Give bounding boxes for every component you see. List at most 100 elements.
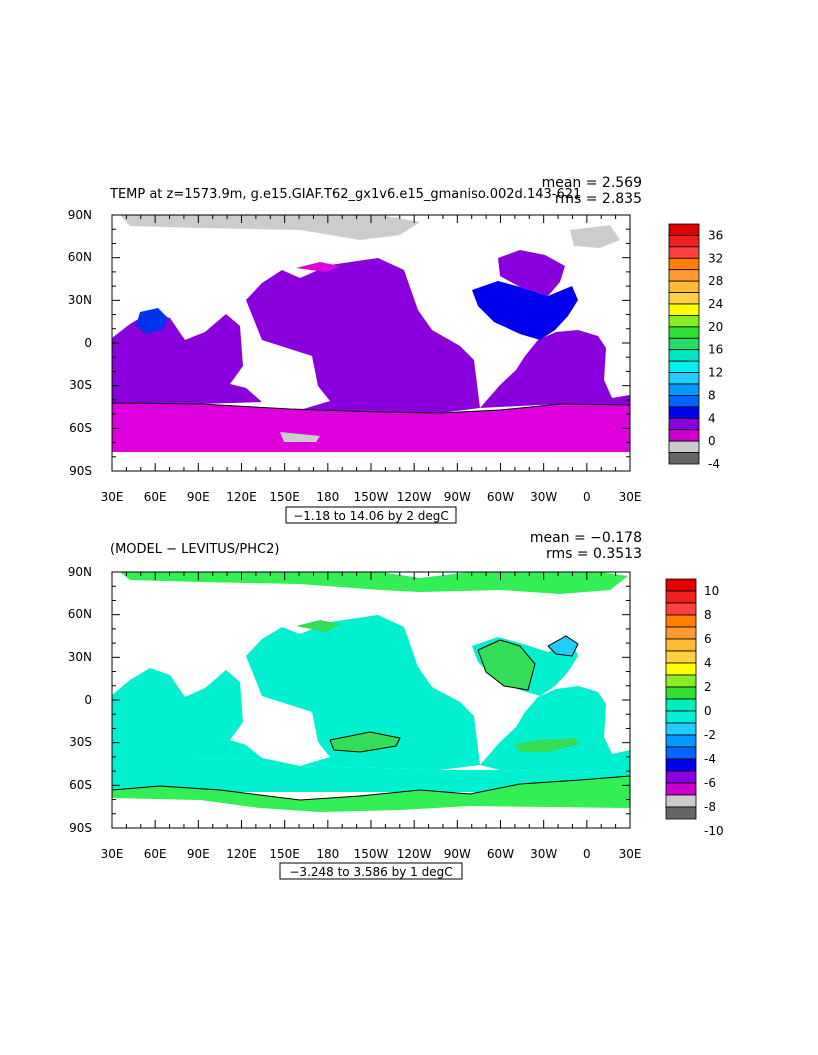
top-stat-mean: mean = 2.569 bbox=[542, 175, 642, 191]
bottom-colorbar-swatch bbox=[665, 602, 697, 616]
bottom-colorbar-swatch bbox=[665, 662, 697, 676]
top-lon-ticks bbox=[111, 215, 631, 471]
bottom-contour-line bbox=[329, 731, 401, 753]
bottom-lat-label: 0 bbox=[84, 693, 92, 707]
bottom-colorbar-label: 0 bbox=[704, 704, 712, 718]
bottom-lat-label: 90S bbox=[69, 821, 92, 835]
bottom-lat-label: 60N bbox=[68, 607, 92, 621]
top-lat-label: 30S bbox=[69, 378, 92, 392]
bottom-colorbar-label: -6 bbox=[704, 776, 716, 790]
top-lat-label: 90S bbox=[69, 464, 92, 478]
bottom-colorbar-label: -8 bbox=[704, 800, 716, 814]
bottom-lat-label: 60S bbox=[69, 778, 92, 792]
top-colorbar-swatch bbox=[668, 452, 700, 465]
bottom-colorbar-swatch bbox=[665, 698, 697, 712]
bottom-lat-label: 30N bbox=[68, 650, 92, 664]
bottom-lon-label: 120W bbox=[397, 847, 432, 861]
top-field-arabian-sea bbox=[136, 308, 168, 334]
top-lon-label: 60W bbox=[487, 490, 514, 504]
top-lon-label: 90W bbox=[444, 490, 471, 504]
bottom-field-indian-ocean bbox=[112, 668, 262, 760]
bottom-colorbar-swatch bbox=[665, 746, 697, 760]
bottom-range-box bbox=[279, 862, 463, 880]
bottom-lon-label: 0 bbox=[583, 847, 591, 861]
top-lat-ticks bbox=[112, 214, 630, 472]
bottom-lon-labels: 30E 60E 90E 120E 150E 180 150W 120W 90W 60W 30W 0 30… bbox=[101, 847, 642, 861]
top-lat-label: 0 bbox=[84, 336, 92, 350]
bottom-lat-label: 90N bbox=[68, 565, 92, 579]
top-map bbox=[111, 214, 631, 472]
top-lat-label: 60S bbox=[69, 421, 92, 435]
top-colorbar-swatch bbox=[668, 223, 700, 236]
top-field-pacific-ocean bbox=[246, 258, 480, 413]
top-lat-label: 30N bbox=[68, 293, 92, 307]
bottom-colorbar-label: -2 bbox=[704, 728, 716, 742]
bottom-colorbar-swatch bbox=[665, 734, 697, 748]
top-lon-label: 60E bbox=[144, 490, 167, 504]
bottom-colorbar-swatch bbox=[665, 638, 697, 652]
top-colorbar-label: 16 bbox=[708, 343, 723, 357]
bottom-colorbar-swatch bbox=[665, 794, 697, 808]
bottom-field-atlantic-patch bbox=[478, 640, 535, 690]
bottom-lon-label: 150W bbox=[354, 847, 389, 861]
top-title: TEMP at z=1573.9m, g.e15.GIAF.T62_gx1v6.… bbox=[109, 187, 581, 202]
top-field-southern-band bbox=[112, 403, 630, 452]
bottom-colorbar-swatch bbox=[665, 626, 697, 640]
bottom-colorbar-swatch bbox=[665, 674, 697, 688]
bottom-colorbar-label: -4 bbox=[704, 752, 716, 766]
top-colorbar-swatch bbox=[668, 383, 700, 396]
top-colorbar-swatch bbox=[668, 417, 700, 431]
bottom-field-pacific-ocean bbox=[246, 615, 480, 770]
top-field-nordic-seas bbox=[498, 250, 565, 296]
top-colorbar-label: 8 bbox=[708, 388, 716, 402]
top-lon-label: 150E bbox=[269, 490, 300, 504]
top-colorbar-label: 12 bbox=[708, 366, 723, 380]
bottom-colorbar: 10 8 6 4 2 0 -2 -4 -6 -8 -10 bbox=[665, 578, 724, 838]
bottom-colorbar-label: 2 bbox=[704, 680, 712, 694]
top-colorbar-swatch bbox=[668, 315, 700, 328]
top-colorbar-label: 20 bbox=[708, 320, 723, 334]
bottom-colorbar-swatch bbox=[665, 806, 697, 820]
bottom-lon-label: 30E bbox=[619, 847, 642, 861]
top-colorbar-swatch bbox=[668, 303, 700, 316]
bottom-lon-label: 90E bbox=[187, 847, 210, 861]
top-lon-label: 30W bbox=[530, 490, 557, 504]
top-lat-label: 60N bbox=[68, 250, 92, 264]
bottom-contour-line bbox=[477, 639, 536, 691]
top-field-north-pacific-marginal bbox=[296, 262, 340, 272]
bottom-colorbar-swatch bbox=[665, 650, 697, 664]
top-field-atlantic-ocean bbox=[480, 330, 630, 408]
top-colorbar-swatch bbox=[668, 349, 700, 362]
top-colorbar-swatch bbox=[668, 360, 700, 373]
top-colorbar-swatch bbox=[668, 280, 700, 293]
bottom-field-atlantic-ocean bbox=[480, 686, 630, 772]
top-lon-label: 30E bbox=[619, 490, 642, 504]
top-lat-labels: 90N 60N 30N 0 30S 60S 90S bbox=[68, 208, 92, 478]
bottom-lon-label: 30E bbox=[101, 847, 124, 861]
bottom-title: (MODEL − LEVITUS/PHC2) bbox=[110, 542, 279, 557]
bottom-colorbar-label: 8 bbox=[704, 608, 712, 622]
top-colorbar-swatch bbox=[668, 257, 700, 271]
top-lon-label: 150W bbox=[354, 490, 389, 504]
bottom-lon-label: 150E bbox=[269, 847, 300, 861]
top-range-box bbox=[285, 506, 457, 524]
bottom-lon-label: 30W bbox=[530, 847, 557, 861]
top-colorbar-label: 24 bbox=[708, 297, 723, 311]
top-colorbar-swatch bbox=[668, 406, 700, 419]
top-colorbar-swatch bbox=[668, 337, 700, 351]
bottom-contour-line bbox=[547, 635, 579, 657]
top-field-north-atlantic bbox=[472, 281, 578, 340]
top-colorbar-label: 0 bbox=[708, 434, 716, 448]
bottom-colorbar-swatch bbox=[665, 782, 697, 796]
panel-top: mean = 2.569 rms = 2.835 TEMP at z=1573.… bbox=[68, 175, 723, 524]
bottom-colorbar-label: 4 bbox=[704, 656, 712, 670]
bottom-colorbar-swatch bbox=[665, 686, 697, 700]
bottom-colorbar-label: 6 bbox=[704, 632, 712, 646]
bottom-colorbar-label: 10 bbox=[704, 584, 719, 598]
top-colorbar-label: 36 bbox=[708, 228, 723, 242]
bottom-lat-ticks bbox=[112, 571, 630, 829]
top-colorbar-swatch bbox=[668, 395, 700, 408]
bottom-lon-label: 60W bbox=[487, 847, 514, 861]
top-colorbar-swatch bbox=[668, 440, 700, 453]
